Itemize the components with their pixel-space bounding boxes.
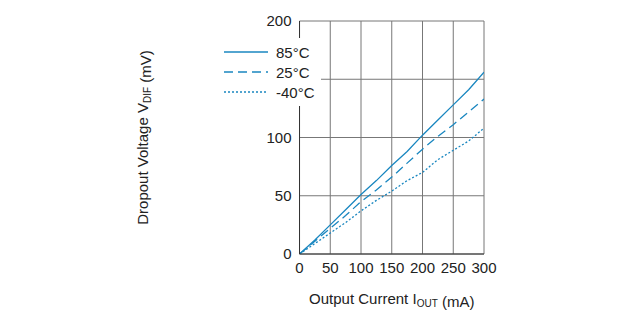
svg-text:Output Current IOUT (mA): Output Current IOUT (mA): [309, 290, 474, 310]
svg-text:50: 50: [322, 259, 339, 276]
svg-text:0: 0: [295, 259, 303, 276]
svg-text:100: 100: [266, 129, 291, 146]
svg-text:0: 0: [283, 245, 291, 262]
svg-text:300: 300: [471, 259, 496, 276]
svg-text:150: 150: [379, 259, 404, 276]
svg-text:100: 100: [348, 259, 373, 276]
svg-text:150: 150: [266, 71, 291, 88]
svg-text:50: 50: [275, 187, 292, 204]
svg-text:250: 250: [441, 259, 466, 276]
svg-text:Dropout Voltage VDIF (mV): Dropout Voltage VDIF (mV): [134, 50, 154, 225]
svg-text:200: 200: [410, 259, 435, 276]
svg-text:200: 200: [266, 12, 291, 29]
